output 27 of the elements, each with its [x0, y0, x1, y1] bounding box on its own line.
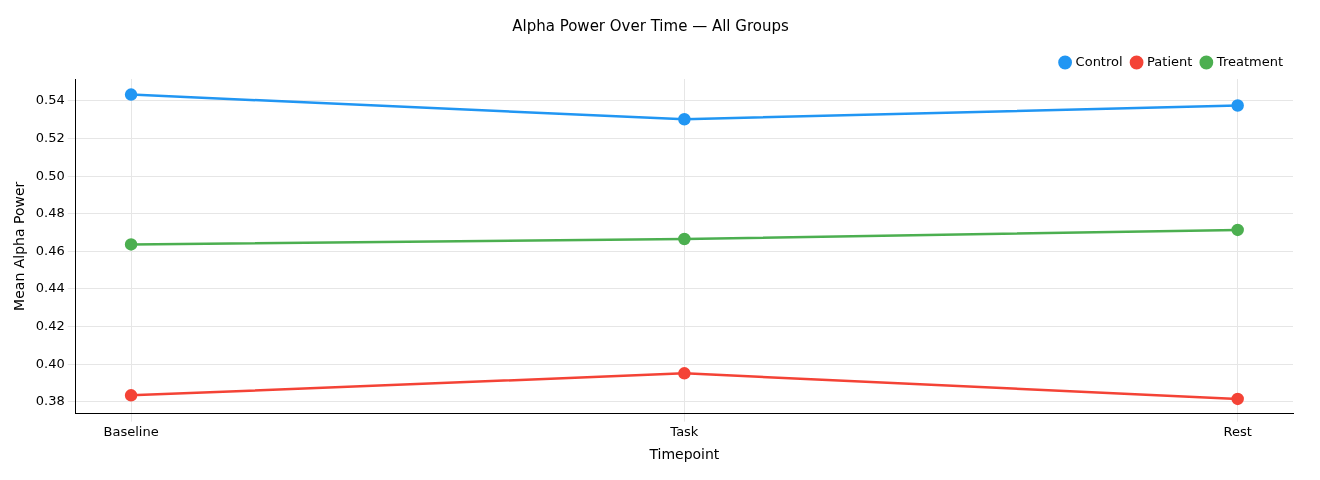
x-tick-label: Rest [1223, 423, 1252, 439]
point [124, 238, 138, 251]
point [678, 112, 691, 126]
y-tick-label: 0.40 [35, 355, 65, 371]
point [124, 88, 138, 101]
y-tick-label: 0.38 [35, 393, 65, 409]
legend-label: Control [1075, 53, 1123, 69]
y-tick-label: 0.44 [35, 280, 65, 296]
y-tick-label: 0.48 [35, 205, 65, 221]
x-tick-label: Task [669, 423, 699, 439]
y-tick-label: 0.50 [35, 167, 65, 183]
y-tick-label: 0.46 [35, 242, 65, 258]
legend-label: Patient [1147, 53, 1193, 69]
x-tick-label: Baseline [103, 423, 159, 439]
point [678, 232, 691, 246]
point [678, 367, 691, 380]
y-tick-label: 0.42 [35, 317, 65, 333]
point [1231, 99, 1244, 112]
legend-label: Treatment [1215, 53, 1284, 69]
y-axis-title: Mean Alpha Power [11, 181, 28, 311]
point [124, 389, 138, 402]
point [1231, 392, 1244, 406]
chart-title: Alpha Power Over Time — All Groups [512, 16, 789, 35]
x-axis-title: Timepoint [648, 446, 720, 463]
y-tick-label: 0.52 [35, 129, 65, 145]
point [1231, 223, 1244, 237]
y-tick-label: 0.54 [35, 92, 65, 108]
